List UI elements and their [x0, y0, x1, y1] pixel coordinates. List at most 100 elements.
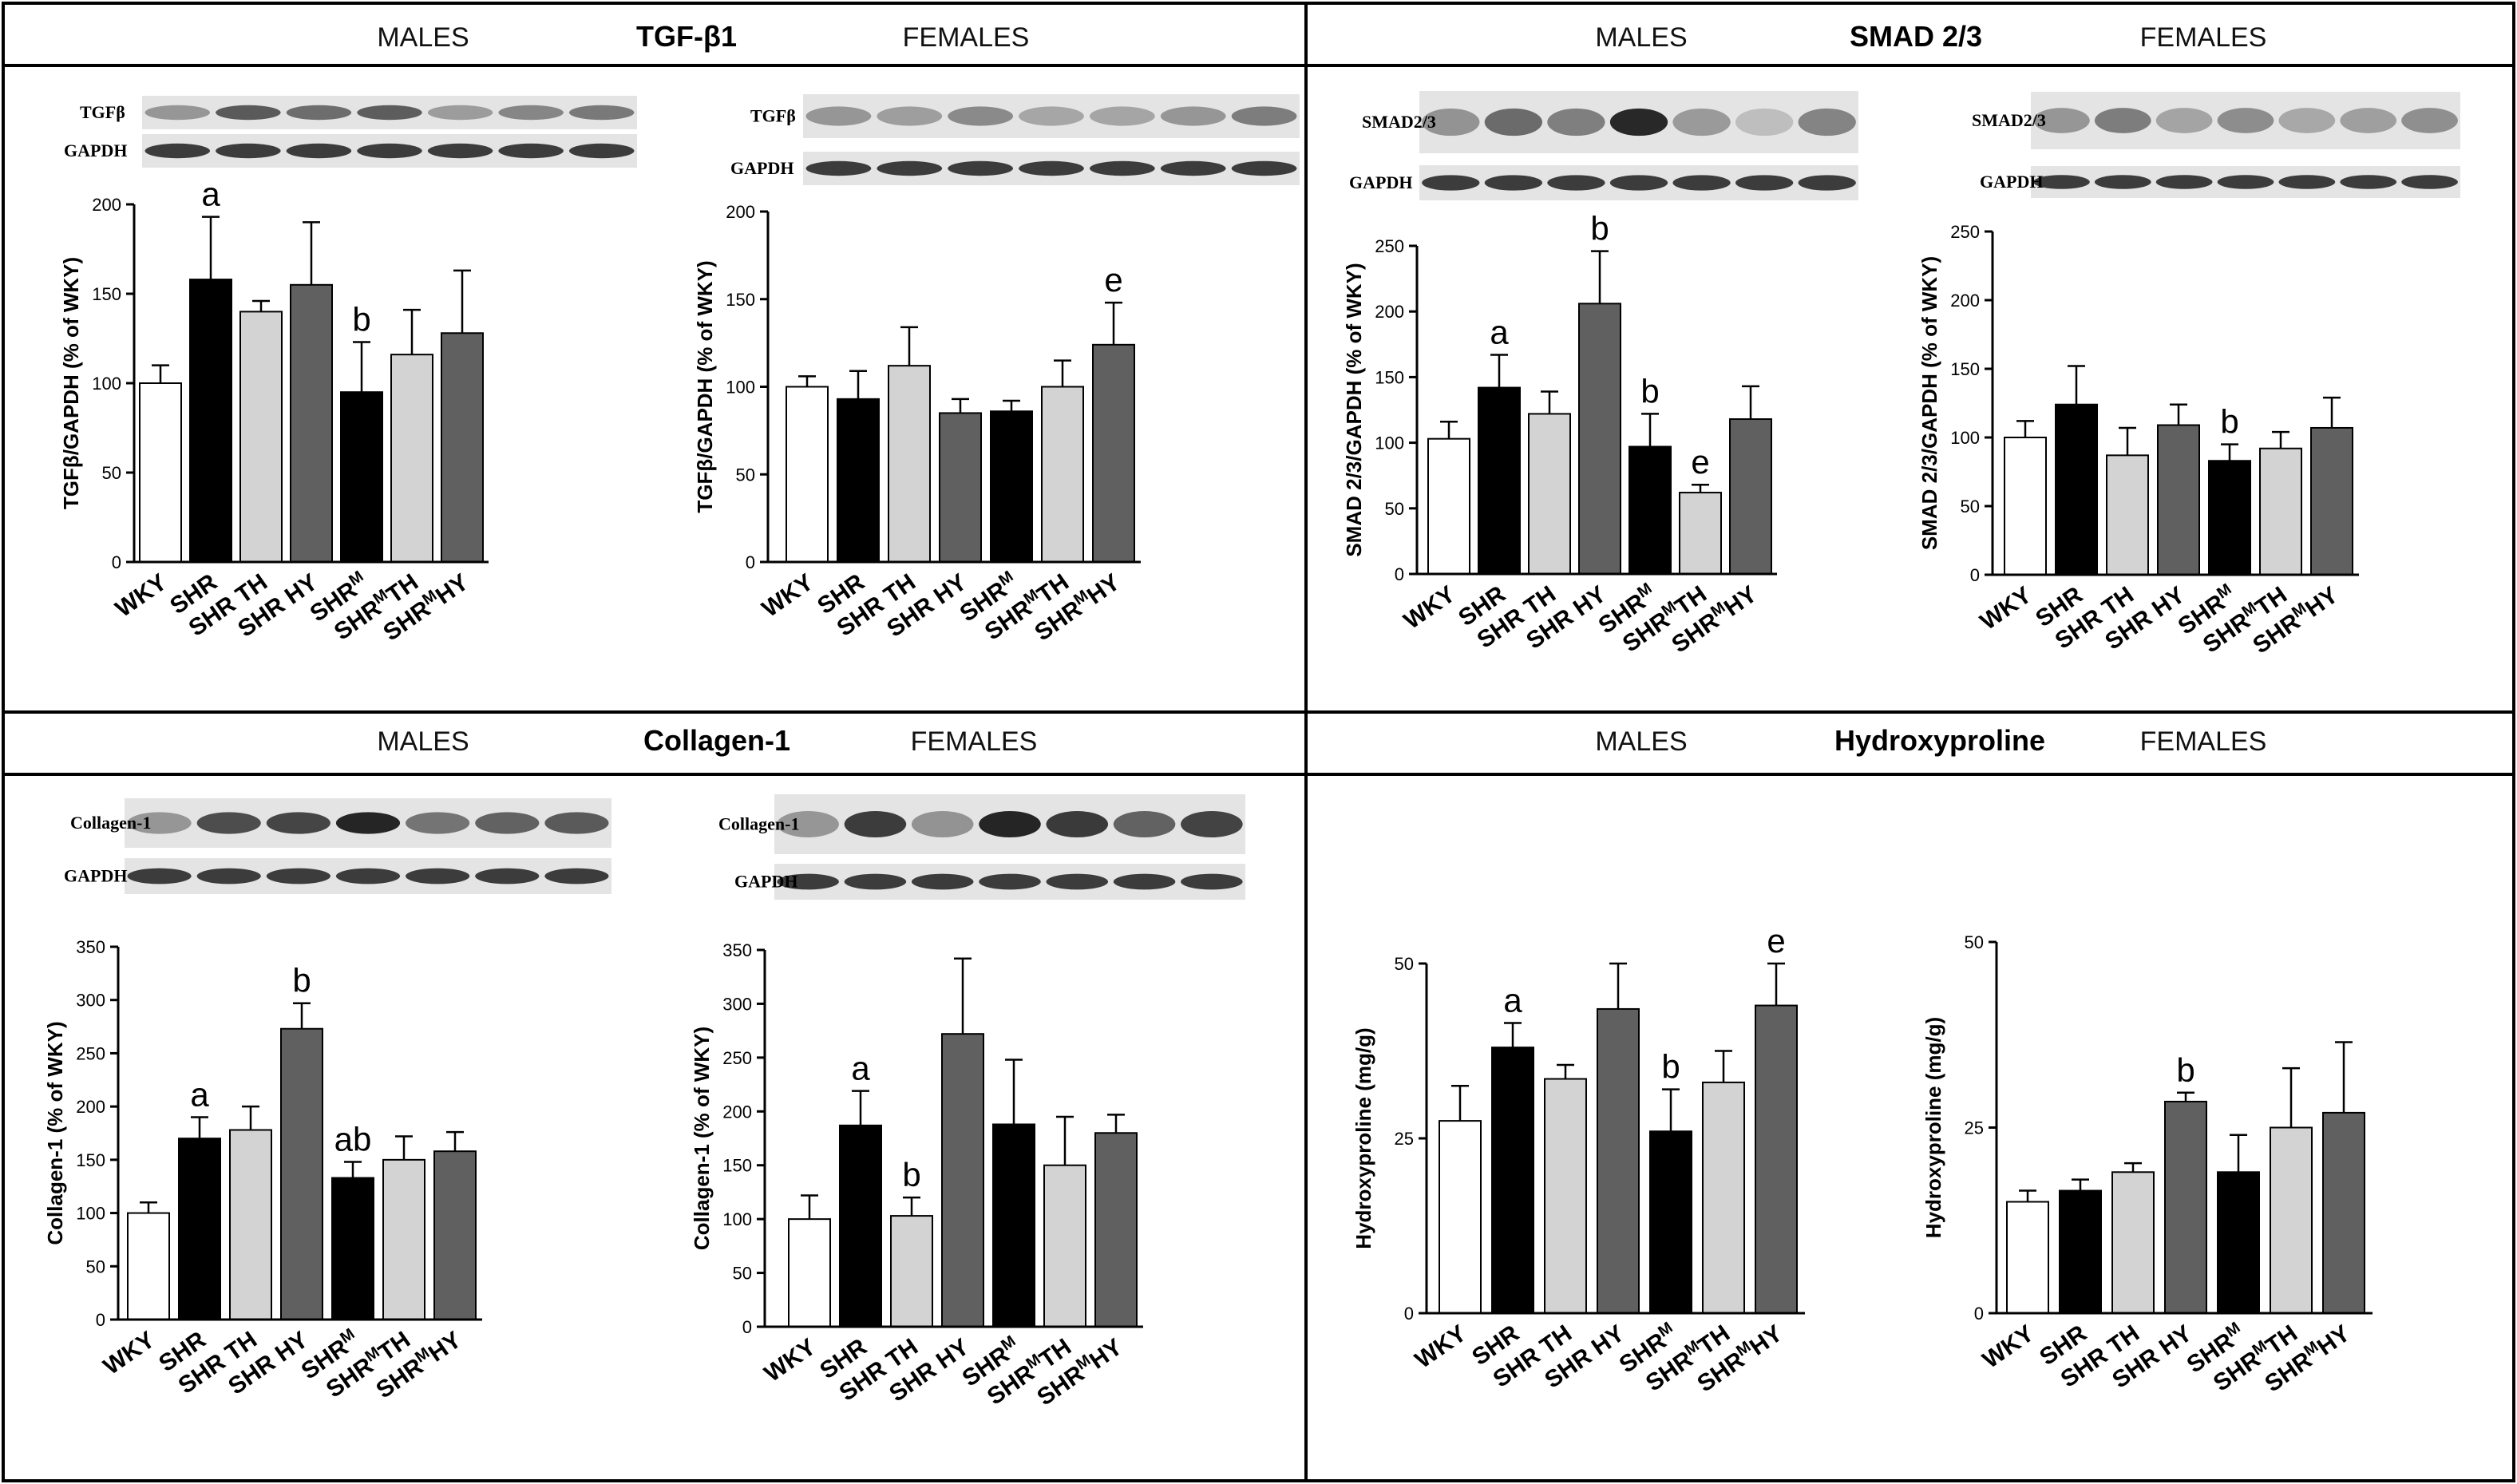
y-tick-label: 0: [746, 552, 755, 572]
western-blot-0: TGFβ GAPDH: [64, 96, 637, 168]
tgf-males-header: MALES: [377, 22, 469, 53]
western-blot-3: SMAD2/3 GAPDH: [1972, 92, 2460, 198]
blot-label: GAPDH: [730, 158, 793, 178]
bar: [990, 410, 1033, 563]
blot-band: [2401, 175, 2458, 189]
blot-band: [911, 811, 974, 837]
significance-label: b: [902, 1156, 920, 1193]
bar: [2111, 1171, 2155, 1315]
y-axis-title: Hydroxyproline (mg/g): [1921, 1017, 1945, 1238]
blot-band: [2217, 108, 2274, 133]
blot-band: [1089, 106, 1155, 126]
significance-label: a: [851, 1050, 870, 1087]
western-blot-4: Collagen-1 GAPDH: [64, 798, 611, 894]
bar: [2322, 1111, 2365, 1315]
blot-band: [1484, 108, 1543, 137]
y-tick-label: 50: [1395, 954, 1414, 974]
blot-band: [544, 812, 609, 834]
bar: [1094, 1132, 1138, 1328]
bar: [1729, 418, 1772, 575]
blot-band: [286, 143, 352, 159]
blot-band: [266, 868, 330, 884]
bar: [939, 412, 982, 563]
y-tick-label: 50: [733, 1264, 752, 1284]
bar: [1755, 1004, 1798, 1315]
hydroxyproline-males-header: MALES: [1595, 726, 1687, 757]
category-label: WKY: [760, 1334, 821, 1387]
y-tick-label: 0: [742, 1317, 752, 1337]
blot-band: [1609, 108, 1668, 137]
blot-band: [948, 160, 1014, 176]
y-tick-label: 0: [1404, 1304, 1414, 1324]
blot-label: TGFβ: [80, 102, 125, 122]
blot-band: [266, 812, 330, 834]
blot-band: [406, 868, 470, 884]
blot-band: [2155, 175, 2213, 189]
blot-band: [1672, 175, 1731, 191]
blot-band: [1547, 175, 1605, 191]
bar: [1544, 1078, 1587, 1315]
blot-band: [357, 105, 422, 121]
bar: [888, 365, 931, 563]
y-tick-label: 0: [96, 1310, 105, 1330]
bar: [2310, 426, 2353, 576]
bar: [189, 279, 232, 563]
bar: [1649, 1130, 1692, 1314]
y-tick-label: 0: [112, 552, 121, 572]
blot-band: [844, 811, 907, 837]
blot-band: [2278, 175, 2336, 189]
blot-band: [1160, 160, 1226, 176]
blot-band: [877, 106, 943, 126]
bar: [290, 283, 333, 563]
significance-label: b: [1640, 372, 1659, 410]
blot-band: [286, 105, 352, 121]
y-tick-label: 50: [1965, 932, 1984, 952]
bar: [1528, 413, 1571, 575]
blot-band: [568, 143, 635, 159]
smad-males-header: MALES: [1595, 22, 1687, 53]
blot-band: [196, 868, 261, 884]
smad-females-header: FEMALES: [2140, 22, 2267, 53]
blot-band: [844, 873, 907, 890]
y-axis-title: TGFβ/GAPDH (% of WKY): [693, 260, 717, 512]
bar: [382, 1158, 425, 1321]
blot-label: GAPDH: [1349, 172, 1412, 192]
y-axis-title: Hydroxyproline (mg/g): [1352, 1027, 1375, 1249]
bar: [1679, 492, 1722, 576]
bar: [229, 1129, 272, 1321]
blot-band: [335, 868, 401, 884]
blot-band: [2340, 175, 2397, 189]
y-tick-label: 100: [1375, 433, 1404, 453]
significance-label: b: [1661, 1048, 1680, 1086]
bar: [1092, 343, 1135, 563]
y-axis-title: SMAD 2/3/GAPDH (% of WKY): [1342, 263, 1366, 556]
western-blot-2: SMAD2/3 GAPDH: [1349, 91, 1858, 200]
y-tick-label: 0: [1970, 565, 1980, 585]
y-tick-label: 200: [76, 1097, 105, 1117]
category-label: WKY: [1399, 581, 1460, 635]
blot-band: [2094, 108, 2151, 133]
bar: [788, 1218, 831, 1328]
y-tick-label: 25: [1965, 1118, 1984, 1138]
category-label: WKY: [1976, 582, 2036, 635]
y-tick-label: 0: [1974, 1304, 1984, 1324]
blot-label: SMAD2/3: [1362, 112, 1436, 132]
blot-band: [2155, 108, 2213, 133]
chart-3: 0 50 100 150 200 250 SMAD 2/3/GAPDH (% of WKY)…: [1917, 222, 2359, 659]
bar: [178, 1138, 221, 1320]
blot-label: Collagen-1: [718, 814, 799, 834]
bar: [433, 1150, 477, 1320]
blot-band: [2278, 108, 2336, 133]
significance-label: b: [2176, 1051, 2194, 1089]
significance-label: b: [292, 962, 311, 999]
collagen-females-header: FEMALES: [911, 726, 1038, 757]
bar: [890, 1215, 933, 1328]
blot-band: [1547, 108, 1605, 137]
blot-band: [544, 868, 609, 884]
bar: [1702, 1081, 1745, 1315]
blot-band: [777, 811, 839, 837]
